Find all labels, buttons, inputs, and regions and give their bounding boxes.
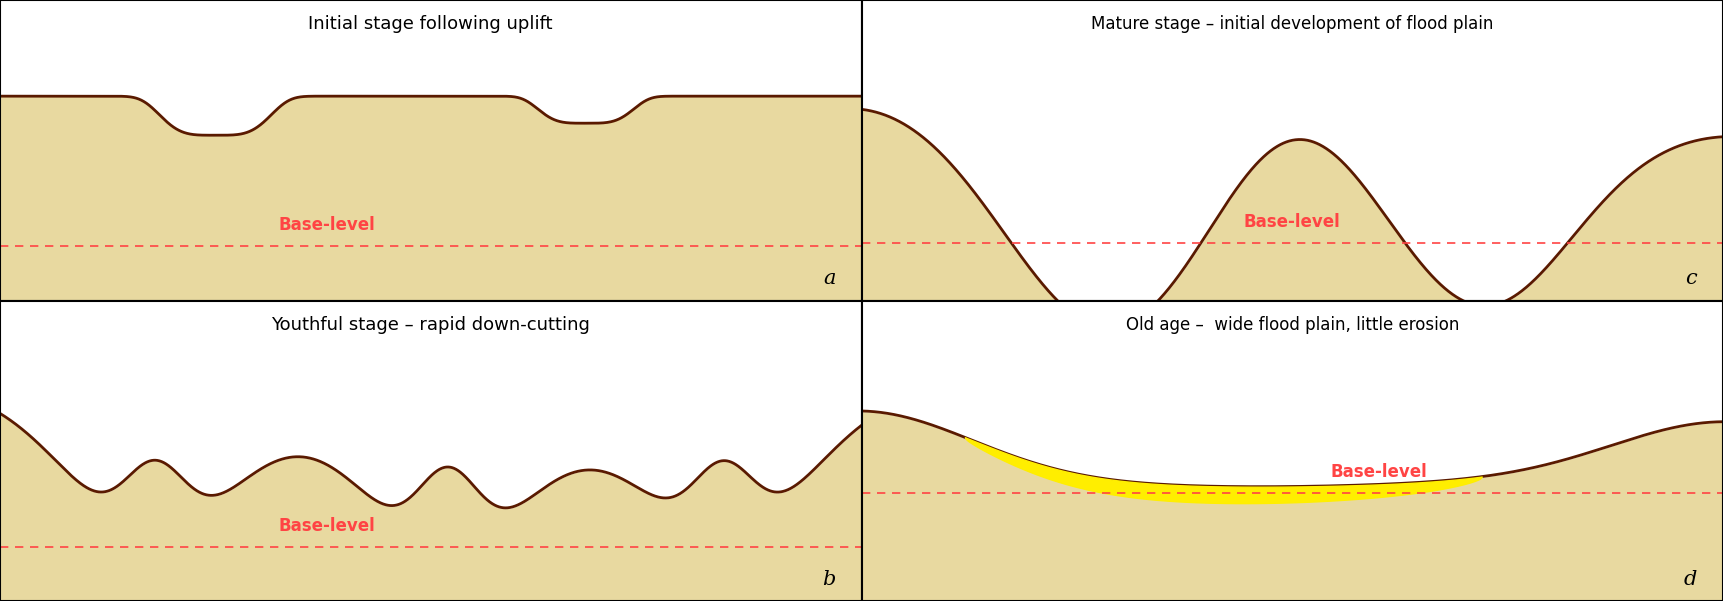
- Text: Base-level: Base-level: [279, 216, 376, 234]
- Text: d: d: [1683, 570, 1697, 589]
- Text: Base-level: Base-level: [1330, 463, 1427, 481]
- Text: Initial stage following uplift: Initial stage following uplift: [308, 15, 553, 33]
- Text: a: a: [824, 269, 836, 288]
- Text: Base-level: Base-level: [279, 517, 376, 535]
- Text: Old age –  wide flood plain, little erosion: Old age – wide flood plain, little erosi…: [1125, 316, 1459, 334]
- Text: c: c: [1685, 269, 1697, 288]
- Text: Mature stage – initial development of flood plain: Mature stage – initial development of fl…: [1091, 15, 1494, 33]
- Text: b: b: [822, 570, 836, 589]
- Text: Base-level: Base-level: [1244, 213, 1340, 231]
- Text: Youthful stage – rapid down-cutting: Youthful stage – rapid down-cutting: [271, 316, 591, 334]
